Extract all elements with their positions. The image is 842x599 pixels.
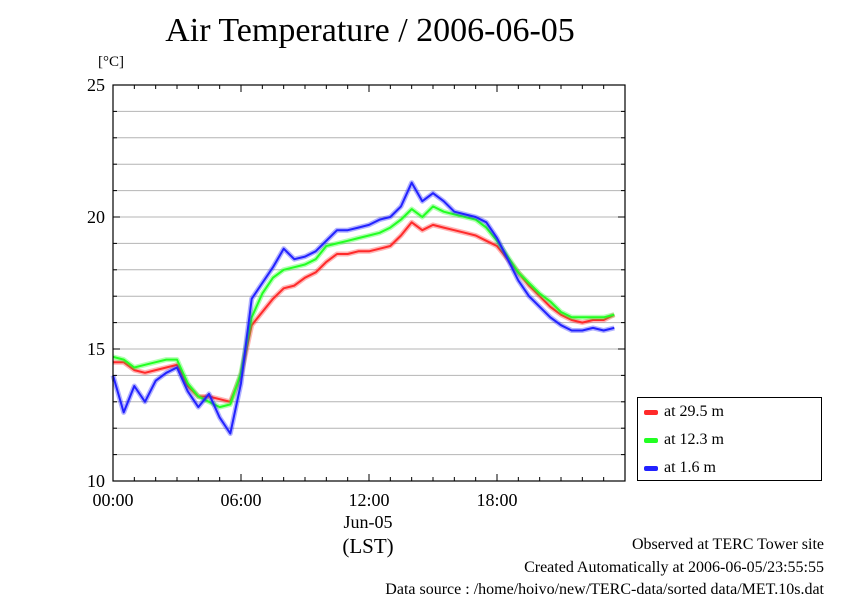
legend: at 29.5 m at 12.3 m at 1.6 m — [637, 397, 822, 481]
series-line — [112, 181, 615, 435]
legend-label-12-3m: at 12.3 m — [664, 431, 724, 448]
legend-swatch-29-5m — [644, 409, 658, 415]
y-tick-label: 15 — [87, 339, 105, 359]
x-tick-label: 18:00 — [476, 490, 517, 510]
chart-title: Air Temperature / 2006-06-05 — [165, 12, 575, 49]
grid-layer — [113, 110, 625, 456]
y-axis-unit: [°C] — [98, 54, 124, 70]
series-halo — [113, 219, 616, 405]
y-tick-label: 25 — [87, 75, 105, 95]
x-tick-label: 06:00 — [220, 490, 261, 510]
series-halo — [110, 180, 615, 436]
legend-item-29-5m: at 29.5 m — [644, 402, 724, 422]
series-line — [112, 205, 615, 409]
x-tick-label: 12:00 — [348, 490, 389, 510]
plot-frame — [112, 84, 626, 482]
axis-layer: 10 15 20 25 00:00 06:00 12:00 18:00 — [87, 75, 626, 510]
footer-source: Data source : /home/hoivo/new/TERC-data/… — [385, 581, 824, 598]
y-tick-label: 20 — [87, 207, 105, 227]
date-label: Jun-05 — [343, 512, 393, 532]
footer-created: Created Automatically at 2006-06-05/23:5… — [524, 559, 824, 576]
legend-label-1-6m: at 1.6 m — [664, 459, 716, 476]
legend-swatch-12-3m — [644, 437, 658, 443]
legend-swatch-1-6m — [644, 465, 658, 471]
timezone-label: (LST) — [342, 534, 394, 558]
legend-item-1-6m: at 1.6 m — [644, 458, 716, 478]
legend-item-12-3m: at 12.3 m — [644, 430, 724, 450]
footer-observed: Observed at TERC Tower site — [631, 536, 824, 553]
series-layer — [110, 180, 616, 436]
legend-label-29-5m: at 29.5 m — [664, 403, 724, 420]
x-tick-label: 00:00 — [92, 490, 133, 510]
y-tick-label: 10 — [87, 471, 105, 491]
